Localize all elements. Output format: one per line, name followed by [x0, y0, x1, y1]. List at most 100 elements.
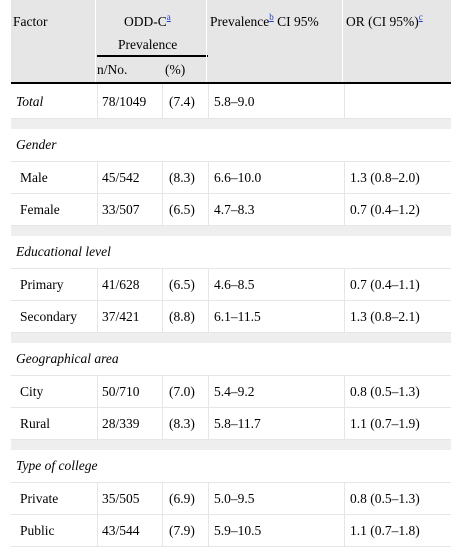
table-row: Rural 28/339 (8.3) 5.8–11.7 1.1 (0.7–1.9… [11, 408, 451, 440]
row-label: Male [20, 170, 48, 185]
row-n: 78/1049 [102, 94, 147, 109]
section-title: Type of college [16, 458, 98, 473]
cell-divider [97, 162, 98, 193]
row-label: City [20, 384, 44, 399]
row-or: 1.3 (0.8–2.0) [350, 170, 420, 185]
row-pct: (6.9) [169, 491, 195, 506]
row-pct: (7.0) [169, 384, 195, 399]
header-pct: (%) [165, 62, 186, 77]
row-ci: 4.7–8.3 [214, 202, 255, 217]
section-spacer [11, 333, 451, 343]
cell-divider [162, 84, 163, 118]
row-pct: (7.9) [169, 523, 195, 538]
section-title: Gender [16, 137, 57, 152]
cell-divider [208, 162, 209, 193]
cell-divider [344, 84, 345, 118]
row-ci: 6.6–10.0 [214, 170, 262, 185]
row-n: 45/542 [102, 170, 140, 185]
section-spacer [11, 119, 451, 129]
row-or: 1.1 (0.7–1.8) [350, 523, 420, 538]
row-ci: 6.1–11.5 [214, 309, 261, 324]
row-label: Female [20, 202, 60, 217]
row-or: 0.7 (0.4–1.1) [350, 277, 420, 292]
cell-divider [208, 84, 209, 118]
footnote-b-link[interactable]: b [269, 12, 274, 22]
cell-divider [97, 301, 98, 332]
row-pct: (6.5) [169, 202, 195, 217]
table-header: Factor ODD-Ca Prevalence Prevalenceb CI … [11, 0, 451, 84]
cell-divider [97, 269, 98, 300]
row-pct: (8.3) [169, 170, 195, 185]
cell-divider [97, 194, 98, 225]
row-n: 37/421 [102, 309, 140, 324]
footnote-c-link[interactable]: c [418, 12, 423, 22]
row-n: 28/339 [102, 416, 140, 431]
cell-divider [208, 483, 209, 514]
sections: Gender Male 45/542 (8.3) 6.6–10.0 1.3 (0… [11, 119, 451, 547]
row-label: Total [16, 94, 44, 109]
cell-divider [208, 194, 209, 225]
cell-divider [162, 515, 163, 546]
row-n: 41/628 [102, 277, 140, 292]
row-label: Primary [20, 277, 64, 292]
row-pct: (7.4) [169, 94, 195, 109]
row-ci: 5.4–9.2 [214, 384, 255, 399]
cell-divider [208, 301, 209, 332]
row-n: 50/710 [102, 384, 140, 399]
table-row: Male 45/542 (8.3) 6.6–10.0 1.3 (0.8–2.0) [11, 162, 451, 194]
cell-divider [208, 515, 209, 546]
cell-divider [208, 376, 209, 407]
footnote-a-link[interactable]: a [166, 12, 171, 22]
cell-divider [208, 408, 209, 439]
cell-divider [344, 408, 345, 439]
table-row: Primary 41/628 (6.5) 4.6–8.5 0.7 (0.4–1.… [11, 269, 451, 301]
row-pct: (6.5) [169, 277, 195, 292]
row-label: Private [20, 491, 59, 506]
cell-divider [344, 269, 345, 300]
cell-divider [344, 376, 345, 407]
section-title: Educational level [16, 244, 111, 259]
section-heading: Educational level [11, 236, 451, 269]
header-prevalence-ci: Prevalenceb CI 95% [210, 12, 319, 29]
cell-divider [162, 376, 163, 407]
cell-divider [344, 301, 345, 332]
cell-divider [344, 483, 345, 514]
row-ci: 4.6–8.5 [214, 277, 255, 292]
row-ci: 5.8–11.7 [214, 416, 261, 431]
header-divider [206, 0, 207, 82]
row-or: 1.3 (0.8–2.1) [350, 309, 420, 324]
table-row: Public 43/544 (7.9) 5.9–10.5 1.1 (0.7–1.… [11, 515, 451, 547]
cell-divider [97, 515, 98, 546]
cell-divider [162, 194, 163, 225]
table-row: Female 33/507 (6.5) 4.7–8.3 0.7 (0.4–1.2… [11, 194, 451, 226]
header-divider [342, 0, 343, 82]
row-n: 35/505 [102, 491, 140, 506]
row-pct: (8.3) [169, 416, 195, 431]
header-odd-c: ODD-Ca [124, 12, 171, 29]
cell-divider [97, 84, 98, 118]
cell-divider [162, 162, 163, 193]
header-n-no: n/No. [97, 62, 128, 77]
row-label: Public [20, 523, 55, 538]
row-n: 43/544 [102, 523, 140, 538]
header-divider [95, 0, 96, 82]
cell-divider [162, 301, 163, 332]
cell-divider [344, 162, 345, 193]
cell-divider [97, 483, 98, 514]
cell-divider [344, 194, 345, 225]
cell-divider [162, 269, 163, 300]
row-ci: 5.8–9.0 [214, 94, 255, 109]
row-ci: 5.9–10.5 [214, 523, 262, 538]
section-spacer [11, 226, 451, 236]
cell-divider [344, 515, 345, 546]
section-heading: Type of college [11, 450, 451, 483]
section-heading: Gender [11, 129, 451, 162]
row-or: 0.7 (0.4–1.2) [350, 202, 420, 217]
row-pct: (8.8) [169, 309, 195, 324]
prevalence-table: Factor ODD-Ca Prevalence Prevalenceb CI … [11, 0, 451, 547]
table-row: Secondary 37/421 (8.8) 6.1–11.5 1.3 (0.8… [11, 301, 451, 333]
section-spacer [11, 440, 451, 450]
section-title: Geographical area [16, 351, 119, 366]
cell-divider [97, 376, 98, 407]
cell-divider [208, 269, 209, 300]
